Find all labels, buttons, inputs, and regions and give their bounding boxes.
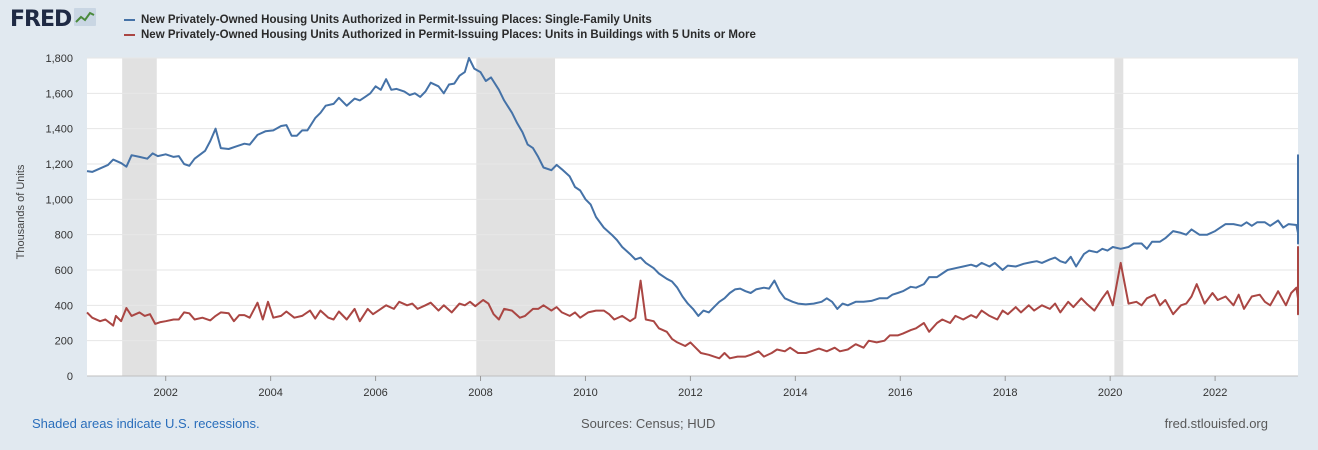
y-tick-label-7: 1,400 (45, 124, 73, 136)
y-tick-label-9: 1,800 (45, 53, 73, 65)
legend-swatch-single-family (124, 18, 135, 21)
legend-label-five-plus: New Privately-Owned Housing Units Author… (141, 28, 756, 41)
x-tick-label-0: 2002 (153, 387, 177, 399)
recession-band-0 (122, 58, 157, 376)
y-tick-label-2: 400 (55, 300, 73, 312)
chart-footer: Shaded areas indicate U.S. recessions. S… (0, 416, 1318, 436)
legend-item-five-plus[interactable]: New Privately-Owned Housing Units Author… (124, 27, 756, 42)
x-tick-label-4: 2010 (573, 387, 597, 399)
recession-band-2 (1114, 58, 1124, 376)
x-tick-label-6: 2014 (783, 387, 807, 399)
recessions-note-link[interactable]: Shaded areas indicate U.S. recessions. (32, 416, 260, 431)
legend-item-single-family[interactable]: New Privately-Owned Housing Units Author… (124, 12, 756, 27)
x-tick-label-7: 2016 (888, 387, 912, 399)
x-tick-label-1: 2004 (258, 387, 282, 399)
series-line-five-plus (86, 246, 1299, 360)
series-line-single-family (86, 57, 1299, 317)
y-tick-label-8: 1,600 (45, 88, 73, 100)
y-tick-label-1: 200 (55, 336, 73, 348)
chart-header: FRED New Privately-Owned Housing Units A… (0, 0, 1318, 48)
site-url[interactable]: fred.stlouisfed.org (1164, 416, 1268, 431)
chart-legend: New Privately-Owned Housing Units Author… (124, 12, 756, 42)
y-tick-label-3: 600 (55, 265, 73, 277)
x-tick-label-5: 2012 (678, 387, 702, 399)
x-tick-label-8: 2018 (993, 387, 1017, 399)
fred-logo[interactable]: FRED (10, 7, 97, 32)
logo-text: FRED (10, 7, 72, 32)
x-tick-label-10: 2022 (1203, 387, 1227, 399)
legend-label-single-family: New Privately-Owned Housing Units Author… (141, 13, 652, 26)
legend-swatch-five-plus (124, 33, 135, 36)
recession-band-1 (476, 58, 556, 376)
y-tick-label-6: 1,200 (45, 159, 73, 171)
chart-line-icon (74, 8, 97, 31)
line-chart[interactable]: Thousands of Units 0 200 400 600 800 1,000 1,2… (0, 48, 1318, 408)
y-tick-label-5: 1,000 (45, 194, 73, 206)
plot-background (87, 58, 1298, 376)
y-axis-label: Thousands of Units (15, 164, 27, 259)
y-tick-label-0: 0 (67, 371, 73, 383)
sources-text: Sources: Census; HUD (581, 416, 716, 431)
x-tick-label-2: 2006 (363, 387, 387, 399)
y-tick-label-4: 800 (55, 230, 73, 242)
x-tick-label-3: 2008 (468, 387, 492, 399)
x-tick-label-9: 2020 (1098, 387, 1122, 399)
chart-area: Thousands of Units 0 200 400 600 800 1,000 1,2… (0, 48, 1318, 413)
